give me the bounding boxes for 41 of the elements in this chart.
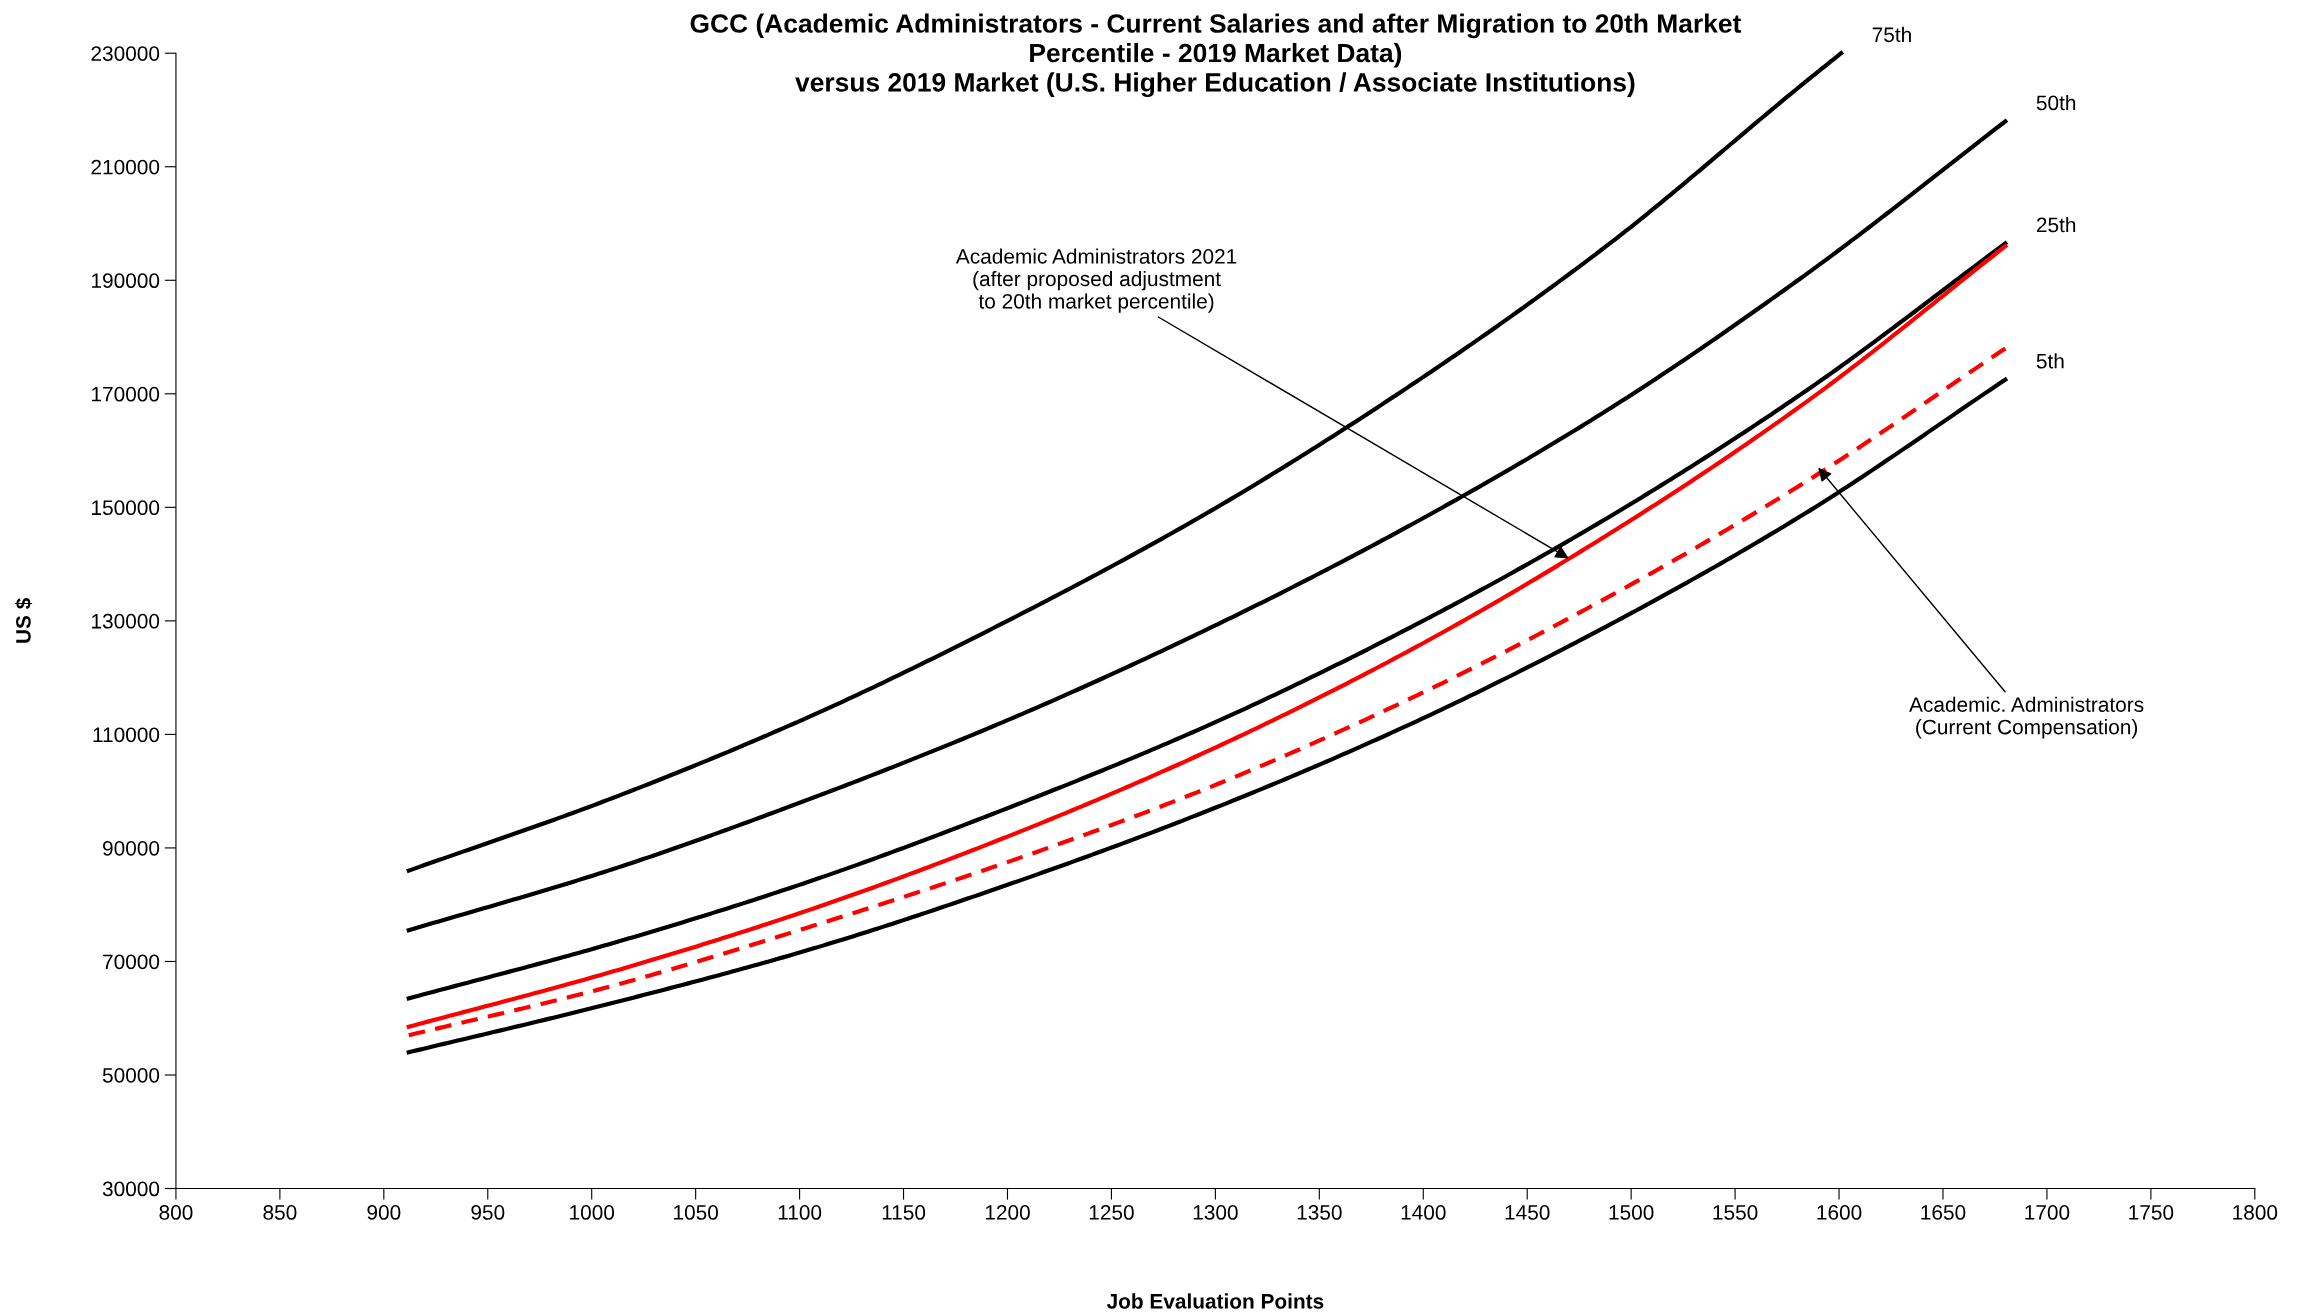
x-tick-label: 1450 [1505, 1205, 1550, 1220]
x-tick-label: 1400 [1401, 1205, 1446, 1220]
x-tick-label: 1350 [1297, 1205, 1342, 1220]
x-tick-label: 1750 [2129, 1205, 2174, 1220]
annotation: Academic. Administrators (Current Compensation) [1909, 696, 2144, 739]
series-label: 5th [2036, 353, 2064, 369]
chart-title: GCC (Academic Administrators - Current Salaries and after Migration to 20th Market Percentile - 2019 Market Data) versus 2019 Market (U.S. Higher Education / Associate Institutions) [690, 13, 1742, 98]
y-tick-label: 150000 [92, 500, 160, 516]
x-tick-label: 1100 [778, 1205, 822, 1220]
y-tick-label: 210000 [91, 159, 160, 175]
x-tick-label: 1050 [674, 1205, 719, 1220]
y-axis-title: US $ [15, 598, 33, 643]
y-tick-label: 90000 [103, 840, 160, 856]
x-tick-label: 1200 [985, 1205, 1030, 1220]
x-tick-label: 850 [263, 1205, 297, 1220]
x-axis-title: Job Evaluation Points [1106, 1293, 1324, 1309]
x-tick-label: 1600 [1817, 1205, 1862, 1220]
y-tick-label: 70000 [103, 954, 160, 970]
x-tick-label: 1550 [1713, 1205, 1758, 1220]
series-label: 75th [1872, 26, 1911, 43]
y-tick-label: 110000 [93, 727, 160, 743]
y-tick-label: 170000 [92, 386, 160, 402]
x-tick-label: 900 [367, 1205, 401, 1220]
y-tick-label: 50000 [102, 1067, 160, 1083]
annotation: Academic Administrators 2021 (after proposed adjustment to 20th market percentile) [955, 248, 1237, 313]
x-tick-label: 950 [471, 1205, 505, 1220]
series-label: 50th [2036, 94, 2076, 111]
y-tick-label: 190000 [92, 273, 160, 289]
x-tick-label: 800 [159, 1205, 193, 1220]
x-tick-label: 1800 [2233, 1205, 2278, 1220]
x-tick-label: 1000 [570, 1205, 615, 1220]
y-tick-label: 30000 [102, 1181, 160, 1197]
series-label: 25th [2036, 217, 2076, 233]
x-tick-label: 1300 [1193, 1205, 1238, 1220]
x-tick-label: 1150 [882, 1205, 926, 1220]
y-tick-label: 130000 [92, 613, 160, 629]
x-tick-label: 1500 [1609, 1205, 1654, 1220]
x-tick-label: 1700 [2025, 1205, 2070, 1220]
x-tick-label: 1250 [1089, 1205, 1134, 1220]
x-tick-label: 1650 [1921, 1205, 1966, 1220]
y-tick-label: 230000 [91, 46, 160, 61]
